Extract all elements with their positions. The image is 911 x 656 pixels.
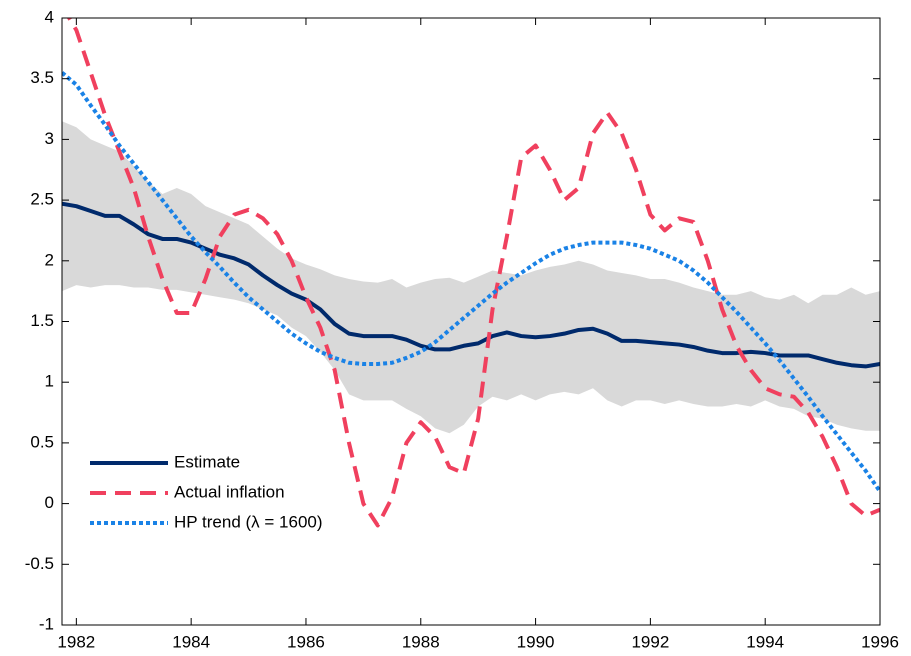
legend-label: Actual inflation (174, 482, 285, 501)
y-tick-label: -0.5 (25, 554, 54, 573)
x-tick-label: 1986 (287, 632, 325, 651)
x-tick-label: 1994 (746, 632, 784, 651)
legend-label: Estimate (174, 452, 240, 471)
y-tick-label: 3 (45, 129, 54, 148)
x-tick-label: 1992 (631, 632, 669, 651)
y-tick-label: 2.5 (30, 190, 54, 209)
y-tick-label: 2 (45, 250, 54, 269)
x-tick-label: 1996 (861, 632, 899, 651)
x-tick-label: 1988 (402, 632, 440, 651)
x-tick-label: 1984 (172, 632, 210, 651)
y-tick-label: 1 (45, 372, 54, 391)
confidence-band (62, 121, 880, 434)
y-tick-label: -1 (39, 614, 54, 633)
plot-area (62, 18, 880, 528)
y-tick-label: 0 (45, 493, 54, 512)
y-tick-label: 1.5 (30, 311, 54, 330)
series-line (66, 18, 880, 528)
series-line (62, 71, 880, 493)
y-tick-label: 3.5 (30, 68, 54, 87)
x-tick-label: 1990 (517, 632, 555, 651)
y-tick-label: 0.5 (30, 432, 54, 451)
x-tick-label: 1982 (57, 632, 95, 651)
legend-label: HP trend (λ = 1600) (174, 512, 323, 531)
y-tick-label: 4 (45, 7, 54, 26)
